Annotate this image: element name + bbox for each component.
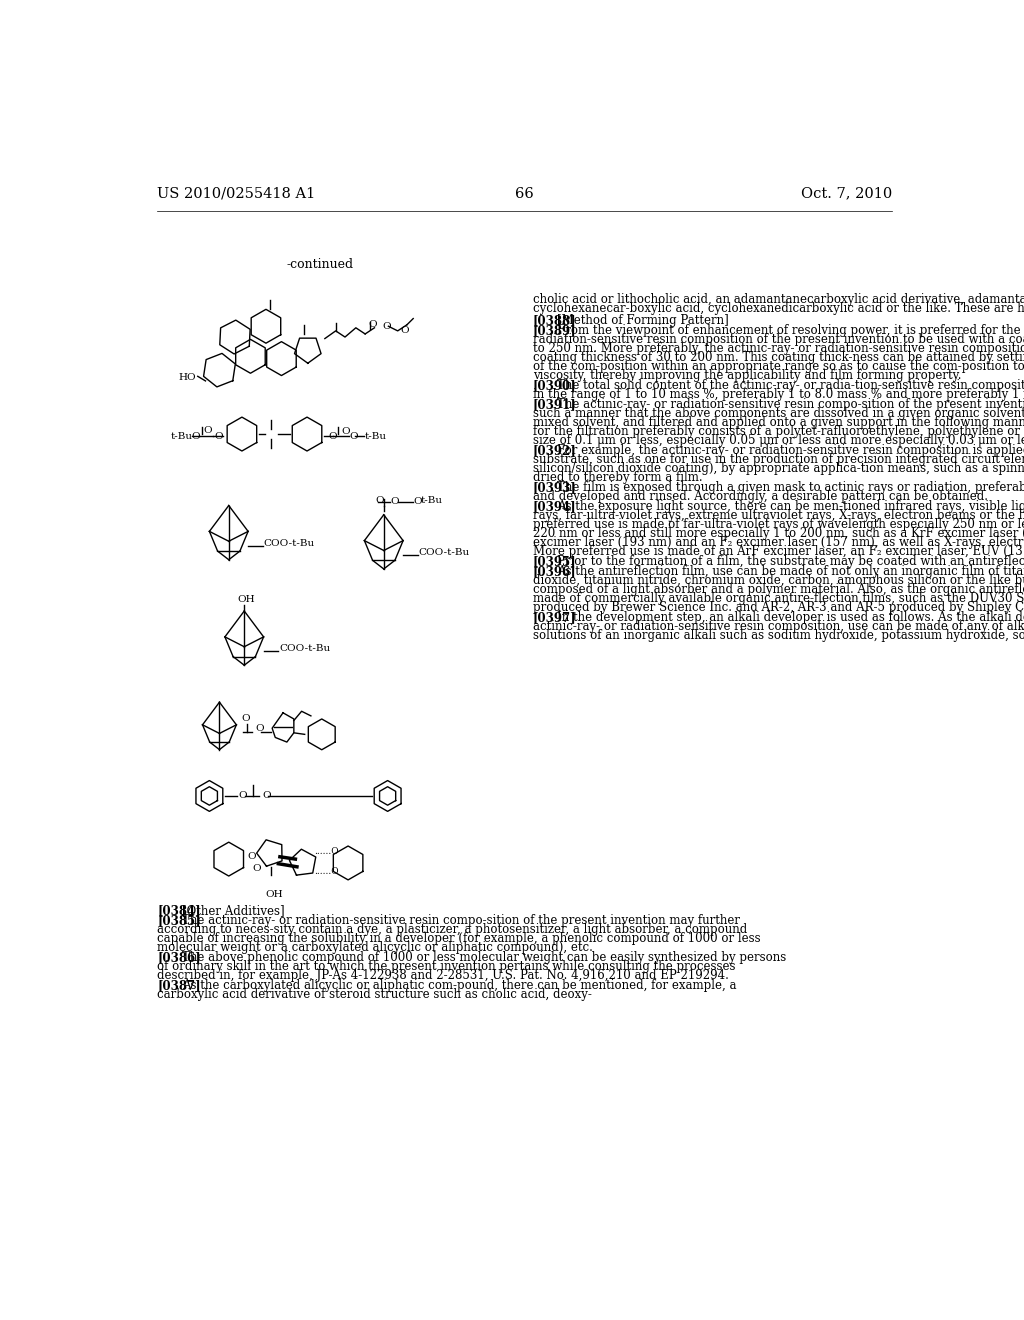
Text: [Other Additives]: [Other Additives] — [182, 904, 285, 917]
Text: rays, far-ultra-violet rays, extreme ultraviolet rays, X-rays, electron beams or: rays, far-ultra-violet rays, extreme ult… — [532, 510, 1024, 523]
Text: excimer laser (193 nm) and an F₂ excimer laser (157 nm), as well as X-rays, elec: excimer laser (193 nm) and an F₂ excimer… — [532, 536, 1024, 549]
Text: and developed and rinsed. Accordingly, a desirable pattern can be obtained.: and developed and rinsed. Accordingly, a… — [532, 490, 987, 503]
Text: COO-t-Bu: COO-t-Bu — [280, 644, 331, 653]
Text: O: O — [390, 498, 398, 506]
Text: cyclohexanecar-boxylic acid, cyclohexanedicarboxylic acid or the like. These are: cyclohexanecar-boxylic acid, cyclohexane… — [532, 302, 1024, 315]
Text: [Method of Forming Pattern]: [Method of Forming Pattern] — [557, 314, 729, 327]
Text: [0385]: [0385] — [158, 915, 201, 927]
Text: ......O: ......O — [314, 847, 339, 855]
Text: O: O — [248, 851, 256, 861]
Text: t-Bu: t-Bu — [421, 496, 443, 504]
Text: for the filtration preferably consists of a polytet-rafluoroethylene, polyethyle: for the filtration preferably consists o… — [532, 425, 1024, 438]
Text: [0389]: [0389] — [532, 325, 577, 338]
Text: produced by Brewer Science Inc. and AR-2, AR-3 and AR-5 produced by Shipley Co.,: produced by Brewer Science Inc. and AR-2… — [532, 601, 1024, 614]
Text: [0392]: [0392] — [532, 444, 577, 457]
Text: The film is exposed through a given mask to actinic rays or radiation, preferabl: The film is exposed through a given mask… — [557, 480, 1024, 494]
Text: ......O: ......O — [314, 867, 339, 876]
Text: [0394]: [0394] — [532, 500, 577, 513]
Text: mixed solvent, and filtered and applied onto a given support in the following ma: mixed solvent, and filtered and applied … — [532, 416, 1024, 429]
Text: 66: 66 — [515, 186, 535, 201]
Text: As the exposure light source, there can be men-tioned infrared rays, visible lig: As the exposure light source, there can … — [557, 500, 1024, 513]
Text: As the antireflection film, use can be made of not only an inorganic film of tit: As the antireflection film, use can be m… — [557, 565, 1024, 578]
Text: of ordinary skill in the art to which the present invention pertains while consu: of ordinary skill in the art to which th… — [158, 960, 736, 973]
Text: actinic-ray- or radiation-sensitive resin composition, use can be made of any of: actinic-ray- or radiation-sensitive resi… — [532, 620, 1024, 634]
Text: HO: HO — [178, 374, 197, 383]
Text: carboxylic acid derivative of steroid structure such as cholic acid, deoxy-: carboxylic acid derivative of steroid st… — [158, 989, 592, 1001]
Text: [0393]: [0393] — [532, 480, 577, 494]
Text: t-Bu: t-Bu — [171, 432, 193, 441]
Text: O: O — [252, 863, 261, 873]
Text: such a manner that the above components are dissolved in a given organic solvent: such a manner that the above components … — [532, 407, 1024, 420]
Text: [0391]: [0391] — [532, 399, 577, 412]
Text: O: O — [255, 725, 264, 734]
Text: [0387]: [0387] — [158, 979, 201, 993]
Text: O: O — [369, 321, 377, 329]
Text: As the carboxylated alicyclic or aliphatic com-pound, there can be mentioned, fo: As the carboxylated alicyclic or aliphat… — [182, 979, 736, 993]
Text: More preferred use is made of an ArF excimer laser, an F₂ excimer laser, EUV (13: More preferred use is made of an ArF exc… — [532, 545, 1024, 557]
Text: molecular weight or a carboxylated alicyclic or aliphatic compound), etc.: molecular weight or a carboxylated alicy… — [158, 941, 593, 954]
Text: O: O — [242, 714, 250, 723]
Text: O: O — [341, 428, 350, 436]
Text: radiation-sensitive resin composition of the present invention to be used with a: radiation-sensitive resin composition of… — [532, 333, 1024, 346]
Text: O: O — [328, 432, 337, 441]
Text: [0384]: [0384] — [158, 904, 201, 917]
Text: [0395]: [0395] — [532, 554, 577, 568]
Text: [0390]: [0390] — [532, 379, 577, 392]
Text: O: O — [191, 432, 200, 441]
Text: O: O — [262, 792, 270, 800]
Text: The total solid content of the actinic-ray- or radia-tion-sensitive resin compos: The total solid content of the actinic-r… — [557, 379, 1024, 392]
Text: Oct. 7, 2010: Oct. 7, 2010 — [801, 186, 892, 201]
Text: The above phenolic compound of 1000 or less molecular weight can be easily synth: The above phenolic compound of 1000 or l… — [182, 952, 786, 964]
Text: substrate, such as one for use in the production of precision integrated circuit: substrate, such as one for use in the pr… — [532, 453, 1024, 466]
Text: composed of a light absorber and a polymer material. Also, as the organic antire: composed of a light absorber and a polym… — [532, 583, 1024, 597]
Text: of the com-position within an appropriate range so as to cause the com-position : of the com-position within an appropriat… — [532, 360, 1024, 372]
Text: O: O — [376, 496, 384, 504]
Text: For example, the actinic-ray- or radiation-sensitive resin composition is applie: For example, the actinic-ray- or radiati… — [557, 444, 1024, 457]
Text: In the development step, an alkali developer is used as follows. As the alkali d: In the development step, an alkali devel… — [557, 611, 1024, 624]
Text: t-Bu: t-Bu — [365, 432, 386, 441]
Text: The actinic-ray- or radiation-sensitive resin compo-sition of the present invent: The actinic-ray- or radiation-sensitive … — [182, 915, 740, 927]
Text: The actinic-ray- or radiation-sensitive resin compo-sition of the present invent: The actinic-ray- or radiation-sensitive … — [557, 399, 1024, 412]
Text: O: O — [214, 432, 223, 441]
Text: -continued: -continued — [287, 259, 353, 272]
Text: cholic acid or lithocholic acid, an adamantanecarboxylic acid derivative, adaman: cholic acid or lithocholic acid, an adam… — [532, 293, 1024, 306]
Text: to 250 nm. More preferably, the actinic-ray- or radiation-sensitive resin compos: to 250 nm. More preferably, the actinic-… — [532, 342, 1024, 355]
Text: [0396]: [0396] — [532, 565, 577, 578]
Text: 220 nm or less and still more especially 1 to 200 nm, such as a KrF excimer lase: 220 nm or less and still more especially… — [532, 527, 1024, 540]
Text: O: O — [382, 322, 391, 331]
Text: dried to thereby form a film.: dried to thereby form a film. — [532, 471, 702, 483]
Text: OH: OH — [237, 595, 255, 605]
Text: OH: OH — [265, 890, 284, 899]
Text: [0397]: [0397] — [532, 611, 577, 624]
Text: US 2010/0255418 A1: US 2010/0255418 A1 — [158, 186, 315, 201]
Text: [0388]: [0388] — [532, 314, 577, 327]
Text: From the viewpoint of enhancement of resolving power, it is preferred for the ac: From the viewpoint of enhancement of res… — [557, 325, 1024, 338]
Text: coating thickness of 30 to 200 nm. This coating thick-ness can be attained by se: coating thickness of 30 to 200 nm. This … — [532, 351, 1024, 364]
Text: COO-t-Bu: COO-t-Bu — [263, 539, 314, 548]
Text: O: O — [204, 426, 212, 434]
Text: solutions of an inorganic alkali such as sodium hydroxide, potassium hydroxide, : solutions of an inorganic alkali such as… — [532, 628, 1024, 642]
Text: O: O — [414, 498, 422, 506]
Text: made of commercially available organic antire-flection films, such as the DUV30 : made of commercially available organic a… — [532, 591, 1024, 605]
Text: Prior to the formation of a film, the substrate may be coated with an antireflec: Prior to the formation of a film, the su… — [557, 554, 1024, 568]
Text: O: O — [349, 432, 357, 441]
Text: capable of increasing the solubility in a developer (for example, a phenolic com: capable of increasing the solubility in … — [158, 932, 761, 945]
Text: dioxide, titanium nitride, chromium oxide, carbon, amorphous silicon or the like: dioxide, titanium nitride, chromium oxid… — [532, 574, 1024, 587]
Text: O: O — [239, 792, 248, 800]
Text: COO-t-Bu: COO-t-Bu — [419, 548, 470, 557]
Text: preferred use is made of far-ultra-violet rays of wavelength especially 250 nm o: preferred use is made of far-ultra-viole… — [532, 517, 1024, 531]
Text: viscosity, thereby improving the applicability and film forming property.: viscosity, thereby improving the applica… — [532, 368, 962, 381]
Text: size of 0.1 μm or less, especially 0.05 μm or less and more especially 0.03 μm o: size of 0.1 μm or less, especially 0.05 … — [532, 434, 1024, 446]
Text: [0386]: [0386] — [158, 952, 201, 964]
Text: silicon/silicon dioxide coating), by appropriate applica-tion means, such as a s: silicon/silicon dioxide coating), by app… — [532, 462, 1024, 475]
Text: in the range of 1 to 10 mass %, preferably 1 to 8.0 mass % and more preferably 1: in the range of 1 to 10 mass %, preferab… — [532, 388, 1024, 401]
Text: according to neces-sity contain a dye, a plasticizer, a photosensitizer, a light: according to neces-sity contain a dye, a… — [158, 923, 748, 936]
Text: O: O — [400, 326, 410, 335]
Text: described in, for example, JP-As 4-122938 and 2-28531, U.S. Pat. No. 4,916,210 a: described in, for example, JP-As 4-12293… — [158, 969, 729, 982]
